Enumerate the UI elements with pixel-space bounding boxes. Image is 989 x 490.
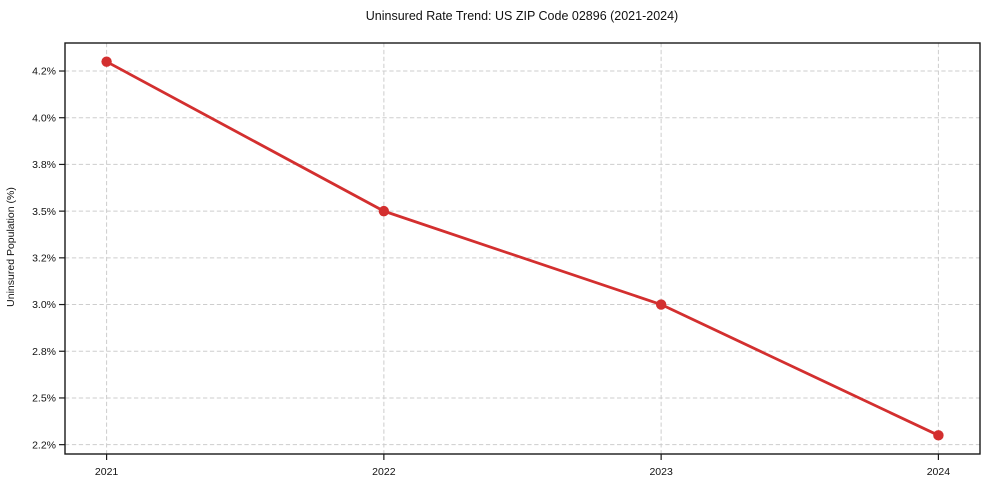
data-point-marker-2021 xyxy=(101,56,112,67)
data-point-marker-2024 xyxy=(933,430,944,441)
chart-title: Uninsured Rate Trend: US ZIP Code 02896 … xyxy=(366,9,678,23)
y-tick-label: 3.0% xyxy=(32,299,56,311)
y-tick-label: 4.0% xyxy=(32,112,56,124)
y-tick-label: 3.2% xyxy=(32,253,56,265)
x-tick-label: 2022 xyxy=(372,466,396,478)
data-point-marker-2023 xyxy=(655,299,667,310)
x-tick-label: 2024 xyxy=(927,466,951,478)
y-tick-label: 2.8% xyxy=(32,346,56,358)
y-tick-label: 2.5% xyxy=(32,393,56,405)
y-tick-label: 3.8% xyxy=(32,159,56,171)
y-tick-label: 3.5% xyxy=(32,206,56,218)
plot-area-border xyxy=(64,42,981,455)
data-point-marker-2022 xyxy=(378,205,390,217)
x-tick-label: 2021 xyxy=(95,466,119,478)
y-tick-label: 4.2% xyxy=(32,66,56,78)
x-tick-label: 2023 xyxy=(649,466,673,478)
y-axis-label: Uninsured Population (%) xyxy=(5,187,17,307)
y-tick-label: 2.2% xyxy=(32,439,56,451)
trend-line xyxy=(105,60,940,437)
